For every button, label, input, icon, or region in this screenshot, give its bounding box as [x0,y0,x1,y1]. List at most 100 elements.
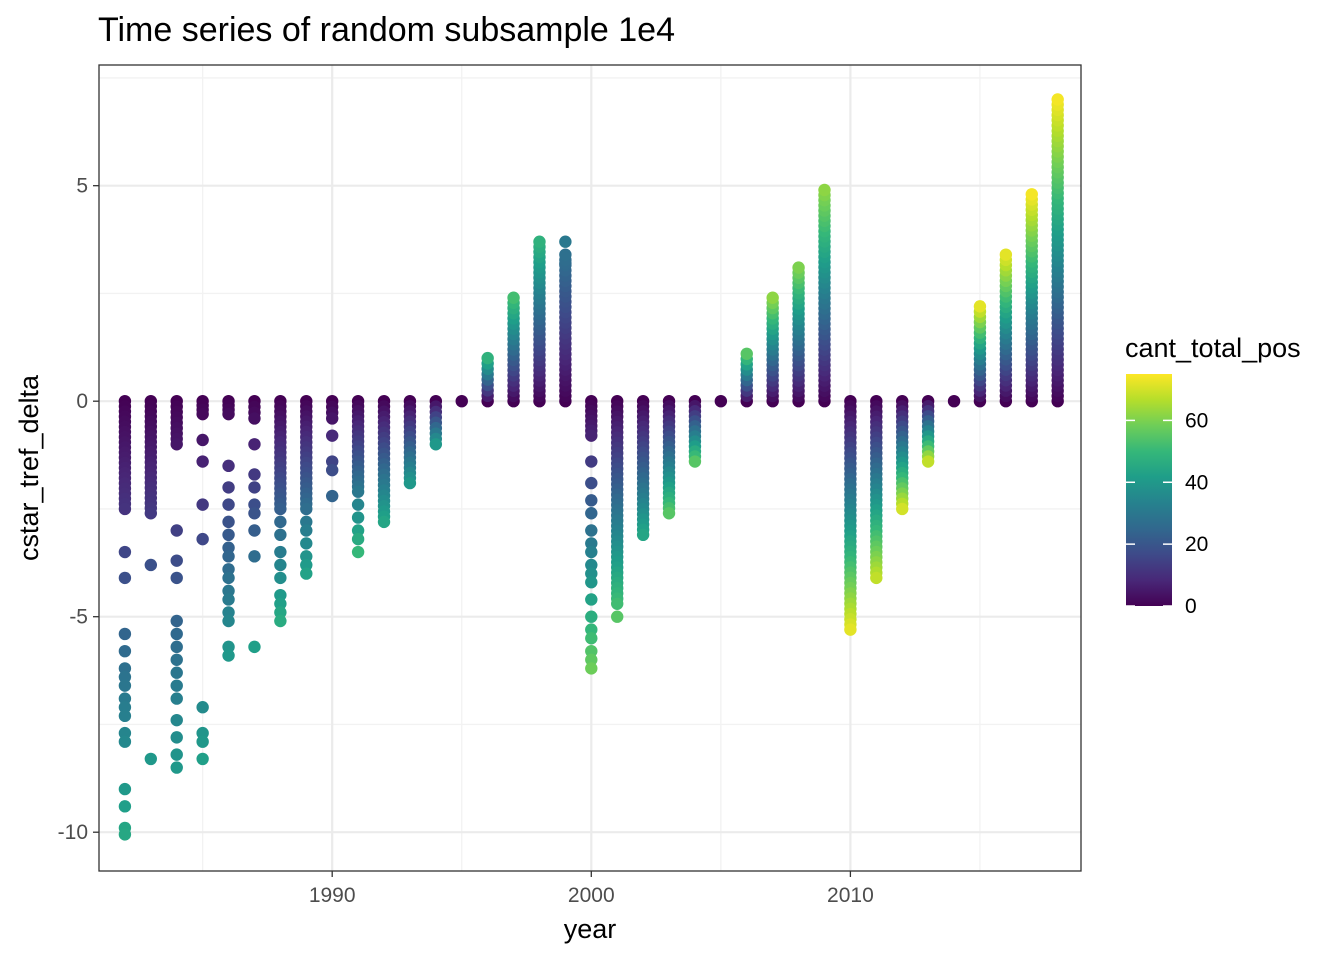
data-point [351,524,365,537]
data-point [118,571,132,585]
data-point [507,291,520,304]
data-point [585,662,598,675]
data-point [118,644,132,658]
y-tick-label: -5 [69,606,88,629]
data-point [585,429,598,442]
data-point [118,800,132,813]
data-point [144,558,158,572]
data-point [585,593,598,606]
color-legend: cant_total_pos 0 20 40 60 [1125,333,1301,618]
y-tick-label: 5 [76,175,88,198]
data-point [144,507,158,520]
data-point [222,606,235,619]
data-point [222,407,235,421]
y-tick-label: 0 [76,390,88,413]
data-point [662,507,676,520]
legend-colorbar [1126,374,1172,606]
data-point [222,481,235,494]
data-point [274,614,287,628]
x-tick-label: 2000 [568,884,615,907]
data-point [274,515,287,529]
legend-ticks: 0 20 40 60 [1126,409,1208,618]
data-point [248,550,261,563]
data-point [118,662,132,675]
data-point [585,545,598,559]
data-point [740,347,753,360]
data-point [222,498,235,511]
data-points [118,93,1064,841]
data-point [170,679,183,692]
data-point [274,588,287,602]
y-tick-label: -10 [58,821,88,844]
data-point [585,494,598,507]
data-point [274,571,287,585]
data-point [636,528,650,542]
data-point [1051,93,1064,106]
data-point [118,545,132,559]
data-point [325,429,339,442]
data-point [196,455,209,468]
x-axis-label: year [564,914,617,944]
data-point [585,610,598,623]
data-point [585,558,598,572]
data-point [170,653,183,667]
data-point [118,709,132,723]
data-point [351,498,365,511]
data-point [170,524,183,537]
data-point [300,567,313,580]
data-point [585,576,598,589]
data-point [274,528,287,542]
data-point [118,502,132,516]
data-point [222,584,235,598]
data-point [351,511,365,524]
data-point [585,455,598,468]
data-point [688,455,702,468]
data-point [300,537,313,550]
data-point [118,679,132,692]
data-point [248,481,261,494]
data-point [455,394,468,408]
data-point [222,550,235,563]
data-point [325,489,339,503]
data-point [222,459,235,473]
data-point [714,394,728,408]
data-point [118,701,132,714]
data-point [585,507,598,520]
data-point [222,571,235,585]
data-point [222,515,235,529]
data-point [170,692,183,705]
grid-minor [99,65,1081,871]
x-tick-label: 1990 [309,884,356,907]
data-point [585,476,598,490]
legend-tick-label: 0 [1185,595,1197,618]
data-point [170,614,183,628]
data-point [196,752,209,766]
data-point [274,545,287,559]
data-point [196,735,209,748]
data-point [248,640,261,654]
data-point [222,541,235,554]
data-point [351,532,365,546]
data-point [196,498,209,511]
data-point [248,438,261,451]
data-point [792,261,805,274]
data-point [274,502,287,516]
data-point [325,455,339,468]
data-point [921,455,935,468]
data-point [766,291,779,304]
data-point [325,463,339,477]
data-point [170,627,183,641]
data-point [611,597,624,610]
data-point [351,485,365,498]
data-point [585,623,598,636]
data-point [248,498,261,511]
data-point [274,558,287,572]
data-point [118,735,132,748]
data-point [947,394,961,408]
data-point [170,571,183,585]
data-point [118,627,132,641]
data-point [818,183,831,197]
data-point [196,407,209,421]
data-point [325,412,339,425]
